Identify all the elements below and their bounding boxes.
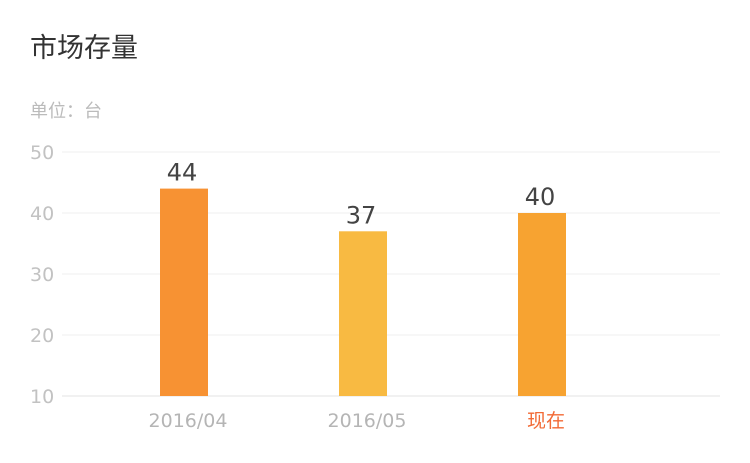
- data-labels: 44 37 40: [167, 159, 556, 230]
- y-tick-label: 40: [30, 203, 54, 225]
- y-tick-label: 10: [30, 386, 54, 408]
- y-tick-label: 20: [30, 325, 54, 347]
- bar: [339, 231, 387, 396]
- x-tick-label: 2016/04: [149, 410, 228, 432]
- data-label: 44: [167, 159, 198, 187]
- bar: [518, 213, 566, 396]
- x-tick-label: 2016/05: [328, 410, 407, 432]
- data-label: 37: [346, 201, 377, 229]
- bar: [160, 188, 208, 396]
- y-tick-label: 50: [30, 142, 54, 164]
- chart-title: 市场存量: [30, 33, 138, 64]
- x-tick-label: 现在: [527, 410, 565, 432]
- y-tick-label: 30: [30, 264, 54, 286]
- data-label: 40: [525, 183, 556, 211]
- y-axis-ticks: 10 20 30 40 50: [30, 142, 54, 408]
- bars: [160, 188, 566, 396]
- x-axis-labels: 2016/04 2016/05 现在: [149, 410, 565, 432]
- unit-label: 单位：台: [30, 101, 102, 122]
